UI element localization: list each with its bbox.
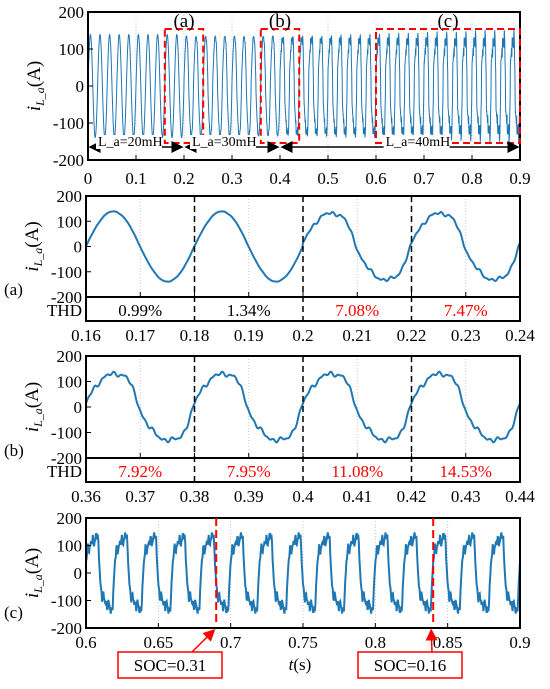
- x-tick-label: 0.16: [71, 326, 101, 345]
- x-tick-label: 0.18: [180, 326, 210, 345]
- current-waveform: [85, 210, 521, 283]
- y-tick-label: 200: [57, 509, 83, 528]
- y-tick-label: 200: [57, 347, 83, 366]
- inductance-label-bg: [96, 135, 162, 149]
- y-tick-label: 100: [57, 212, 83, 231]
- inductance-label: L_a=40mH: [386, 135, 451, 150]
- x-tick-label: 0.9: [509, 633, 530, 652]
- thd-value: 7.95%: [227, 462, 271, 481]
- x-tick-label: 0.2: [173, 169, 194, 188]
- x-tick-label: 0.65: [143, 633, 173, 652]
- current-waveform: [87, 29, 521, 144]
- y-tick-label: 100: [59, 40, 85, 59]
- soc-pointer: [191, 628, 216, 653]
- x-tick-label: 0.19: [234, 326, 264, 345]
- panel-label: (b): [4, 441, 24, 460]
- x-tick-label: 0.4: [292, 487, 314, 506]
- y-tick-label: -100: [51, 424, 82, 443]
- thd-value: 7.08%: [335, 301, 379, 320]
- thd-value: 0.99%: [118, 301, 162, 320]
- y-axis-label: iL_a(A): [22, 548, 45, 598]
- soc-pointer: [425, 628, 438, 653]
- x-tick-label: 0.22: [397, 326, 427, 345]
- x-tick-label: 0.39: [234, 487, 264, 506]
- x-tick-label: 0.24: [505, 326, 535, 345]
- soc-box: [357, 651, 463, 679]
- y-axis-label: iL_a(A): [24, 61, 47, 111]
- soc-box: [117, 651, 223, 679]
- y-tick-label: 200: [57, 187, 83, 206]
- thd-value: 7.47%: [444, 301, 488, 320]
- thd-value: 14.53%: [440, 462, 492, 481]
- x-axis-label: t(s): [289, 655, 312, 674]
- x-tick-label: 0.43: [451, 487, 481, 506]
- x-tick-label: 0.23: [451, 326, 481, 345]
- y-tick-label: 0: [74, 398, 83, 417]
- x-tick-label: 0.42: [397, 487, 427, 506]
- y-tick-label: -200: [51, 449, 82, 468]
- y-tick-label: -100: [51, 263, 82, 282]
- y-tick-label: -100: [53, 114, 84, 133]
- thd-value: 7.92%: [118, 462, 162, 481]
- x-tick-label: 0.44: [505, 487, 535, 506]
- x-tick-label: 0.85: [433, 633, 463, 652]
- current-waveform: [85, 370, 521, 444]
- inductance-label-bg: [383, 135, 450, 149]
- y-tick-label: 200: [59, 3, 85, 22]
- current-waveform: [85, 532, 521, 614]
- panel-label: (a): [4, 280, 23, 299]
- x-tick-label: 0.6: [365, 169, 386, 188]
- x-tick-label: 0.8: [365, 633, 386, 652]
- zoom-box-label: (c): [437, 11, 458, 32]
- x-tick-label: 0.41: [342, 487, 372, 506]
- y-tick-label: -200: [53, 151, 84, 170]
- soc-label: SOC=0.16: [374, 656, 446, 675]
- thd-label: THD: [47, 462, 82, 481]
- x-tick-label: 0.36: [71, 487, 101, 506]
- y-tick-label: 100: [57, 537, 83, 556]
- x-tick-label: 0.17: [125, 326, 155, 345]
- y-tick-label: 0: [76, 77, 85, 96]
- x-tick-label: 0.8: [461, 169, 482, 188]
- x-tick-label: 0.4: [269, 169, 291, 188]
- x-tick-label: 0.2: [292, 326, 313, 345]
- thd-label: THD: [47, 301, 82, 320]
- y-tick-label: 0: [74, 238, 83, 257]
- x-tick-label: 0.21: [342, 326, 372, 345]
- zoom-box-label: (b): [269, 11, 291, 32]
- y-tick-label: -200: [51, 288, 82, 307]
- thd-value: 11.08%: [331, 462, 383, 481]
- y-tick-label: 100: [57, 373, 83, 392]
- x-tick-label: 0.37: [125, 487, 155, 506]
- y-tick-label: 0: [74, 564, 83, 583]
- y-tick-label: -100: [51, 592, 82, 611]
- y-axis-label: iL_a(A): [22, 382, 45, 432]
- x-tick-label: 0.6: [75, 633, 96, 652]
- thd-value: 1.34%: [227, 301, 271, 320]
- soc-label: SOC=0.31: [134, 656, 206, 675]
- zoom-panel-b: 200 100 0 -100 -200 0.36 0.37 0.38 0.39 0.4 0.41 0.…: [4, 347, 535, 506]
- y-axis-label: iL_a(A): [22, 221, 45, 271]
- x-tick-label: 0.7: [220, 633, 242, 652]
- inductance-label: L_a=20mH: [98, 135, 163, 150]
- x-tick-label: 0.75: [288, 633, 318, 652]
- x-tick-label: 0.38: [180, 487, 210, 506]
- x-tick-label: 0.1: [125, 169, 146, 188]
- zoom-box: [163, 28, 205, 144]
- x-tick-label: 0: [84, 169, 93, 188]
- inductance-label: L_a=30mH: [192, 135, 257, 150]
- x-tick-label: 0.5: [317, 169, 338, 188]
- x-tick-label: 0.7: [413, 169, 435, 188]
- inductance-label-bg: [190, 135, 256, 149]
- zoom-panel-a: 200 100 0 -100 -200 0.16 0.17 0.18 0.19 0.2 0.21 0.…: [4, 187, 535, 345]
- zoom-box-label: (a): [173, 11, 194, 32]
- x-tick-label: 0.3: [221, 169, 242, 188]
- x-tick-label: 0.9: [509, 169, 530, 188]
- zoom-box: [259, 28, 301, 144]
- y-tick-label: -200: [51, 619, 82, 638]
- panel-label: (c): [4, 603, 23, 622]
